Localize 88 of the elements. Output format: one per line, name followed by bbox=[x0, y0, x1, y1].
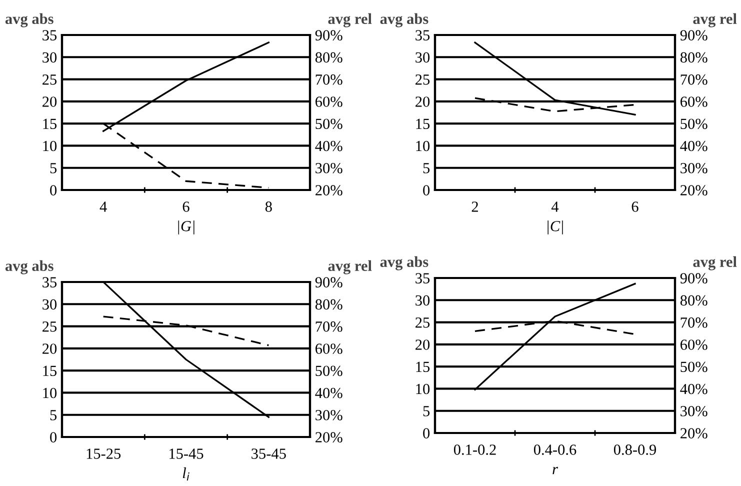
y2-tick-label: 20% bbox=[316, 432, 342, 442]
y-tick-label: 0 bbox=[423, 428, 430, 438]
y2-tick-label: 90% bbox=[315, 277, 342, 288]
y2-tick-label: 20% bbox=[316, 185, 342, 196]
y2-tick-label: 30% bbox=[316, 163, 342, 174]
y2-tick-label: 40% bbox=[315, 140, 342, 152]
y2-axis-title: avg rel bbox=[693, 13, 737, 28]
y-tick-label: 35 bbox=[416, 273, 430, 284]
y-tick-label: 15 bbox=[416, 118, 430, 130]
y2-tick-label: 50% bbox=[316, 118, 342, 130]
y-axis-title: avg abs bbox=[5, 260, 54, 274]
y-tick-label: 30 bbox=[42, 52, 57, 63]
y-axis-title: avg abs bbox=[380, 256, 428, 270]
y2-tick-label: 80% bbox=[315, 299, 342, 310]
y-tick-label: 5 bbox=[423, 406, 430, 416]
y2-tick-label: 60% bbox=[680, 340, 708, 350]
y2-tick-label: 70% bbox=[680, 317, 708, 328]
y-tick-label: 5 bbox=[423, 163, 430, 174]
x-axis-title: r bbox=[552, 466, 558, 474]
x-axis-title: |G| bbox=[178, 220, 194, 234]
y2-tick-label: 40% bbox=[680, 140, 708, 152]
x-tick-label: 6 bbox=[632, 202, 638, 212]
y2-axis-title: avg rel bbox=[328, 13, 372, 28]
y-tick-label: 10 bbox=[416, 384, 430, 394]
y2-tick-label: 90% bbox=[680, 30, 708, 40]
y2-tick-label: 20% bbox=[680, 428, 708, 438]
y2-tick-label: 60% bbox=[316, 344, 342, 354]
y2-tick-label: 60% bbox=[680, 96, 708, 107]
y2-tick-label: 90% bbox=[315, 30, 342, 40]
y2-tick-label: 80% bbox=[315, 52, 342, 63]
y-tick-label: 25 bbox=[42, 74, 57, 85]
x-tick-label: 4 bbox=[100, 202, 107, 212]
y2-tick-label: 90% bbox=[680, 273, 708, 284]
y2-tick-label: 70% bbox=[316, 74, 342, 85]
x-tick-label: 4 bbox=[551, 202, 559, 212]
y2-tick-label: 20% bbox=[680, 185, 708, 196]
x-tick-label: 0.4-0.6 bbox=[534, 444, 576, 455]
y-tick-label: 35 bbox=[42, 277, 57, 288]
x-tick-label: 0.8-0.9 bbox=[614, 444, 656, 455]
y-tick-label: 25 bbox=[42, 321, 57, 332]
y2-tick-label: 40% bbox=[680, 384, 708, 394]
y-tick-label: 20 bbox=[42, 344, 57, 354]
y2-tick-label: 70% bbox=[316, 321, 342, 332]
y-tick-label: 0 bbox=[50, 432, 57, 442]
y-tick-label: 5 bbox=[50, 410, 57, 420]
x-tick-label: 15-45 bbox=[170, 448, 204, 459]
y2-tick-label: 30% bbox=[316, 410, 342, 420]
y-tick-label: 15 bbox=[416, 362, 430, 372]
x-tick-label: 35-45 bbox=[252, 448, 286, 459]
x-axis-title: l$_{i}$ bbox=[182, 467, 190, 481]
y2-tick-label: 80% bbox=[680, 52, 708, 63]
y-tick-label: 10 bbox=[43, 140, 57, 152]
y-tick-label: 10 bbox=[43, 388, 57, 398]
x-tick-label: 2 bbox=[472, 202, 478, 212]
y-tick-label: 30 bbox=[416, 52, 430, 63]
y2-tick-label: 50% bbox=[680, 118, 708, 130]
x-tick-label: 15-25 bbox=[86, 448, 121, 459]
y2-tick-label: 80% bbox=[680, 295, 708, 306]
y-tick-label: 20 bbox=[416, 96, 430, 107]
y-tick-label: 25 bbox=[416, 74, 430, 85]
y2-tick-label: 30% bbox=[680, 406, 708, 416]
x-tick-label: 6 bbox=[182, 202, 190, 212]
y2-axis-title: avg rel bbox=[693, 256, 737, 270]
y-tick-label: 15 bbox=[43, 118, 57, 130]
y-tick-label: 25 bbox=[416, 317, 430, 328]
y-tick-label: 15 bbox=[43, 366, 57, 376]
y-tick-label: 5 bbox=[50, 163, 57, 174]
y-tick-label: 20 bbox=[42, 96, 57, 107]
y-tick-label: 20 bbox=[416, 340, 430, 350]
y2-axis-title: avg rel bbox=[328, 260, 372, 274]
x-axis-title: |C| bbox=[548, 220, 563, 234]
x-tick-label: 0.1-0.2 bbox=[454, 444, 496, 455]
y-tick-label: 30 bbox=[42, 299, 57, 310]
y-tick-label: 0 bbox=[50, 185, 57, 196]
y2-tick-label: 50% bbox=[316, 366, 342, 376]
y2-tick-label: 70% bbox=[680, 74, 708, 85]
y2-tick-label: 60% bbox=[316, 96, 342, 107]
y2-tick-label: 50% bbox=[680, 362, 708, 372]
y-tick-label: 0 bbox=[423, 185, 430, 196]
y-tick-label: 35 bbox=[42, 30, 57, 40]
y-tick-label: 30 bbox=[416, 295, 430, 306]
y2-tick-label: 30% bbox=[680, 163, 708, 174]
y-tick-label: 10 bbox=[416, 140, 430, 152]
y-axis-title: avg abs bbox=[5, 13, 54, 28]
y-tick-label: 35 bbox=[416, 30, 430, 40]
y2-tick-label: 40% bbox=[315, 388, 342, 398]
y-axis-title: avg abs bbox=[380, 13, 428, 28]
x-tick-label: 8 bbox=[265, 202, 272, 212]
